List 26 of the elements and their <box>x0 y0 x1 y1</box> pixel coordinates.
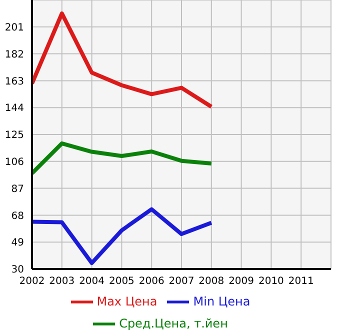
x-tick-label: 2004 <box>79 276 105 288</box>
x-tick-label: 2005 <box>108 276 134 288</box>
x-tick-label: 2007 <box>168 276 194 288</box>
x-tick-label: 2008 <box>198 276 224 288</box>
y-tick-label: 106 <box>4 156 24 168</box>
y-tick-label: 68 <box>11 210 24 222</box>
legend-label: Max Цена <box>96 294 158 308</box>
line-series <box>32 207 214 266</box>
y-tick-label: 49 <box>11 238 24 249</box>
x-tick-label: 2002 <box>19 276 45 288</box>
legend-label: Сред.Цена, т.йен <box>119 316 228 330</box>
x-tick-label: 2006 <box>138 276 164 288</box>
line-series <box>32 11 214 109</box>
x-tick-label: 2009 <box>228 276 254 288</box>
line-series <box>32 141 214 176</box>
y-tick-label: 87 <box>11 184 24 195</box>
y-tick-label: 201 <box>4 22 24 34</box>
x-tick-label: 2011 <box>288 276 314 288</box>
y-tick-label: 163 <box>4 76 24 88</box>
y-tick-label: 182 <box>4 49 24 60</box>
y-tick-label: 144 <box>4 103 24 114</box>
y-tick-label: 125 <box>4 130 24 142</box>
x-tick-label: 2010 <box>258 276 284 288</box>
x-tick-label: 2003 <box>49 276 75 288</box>
y-tick-label: 30 <box>11 264 24 276</box>
legend-label: Min Цена <box>193 294 250 308</box>
